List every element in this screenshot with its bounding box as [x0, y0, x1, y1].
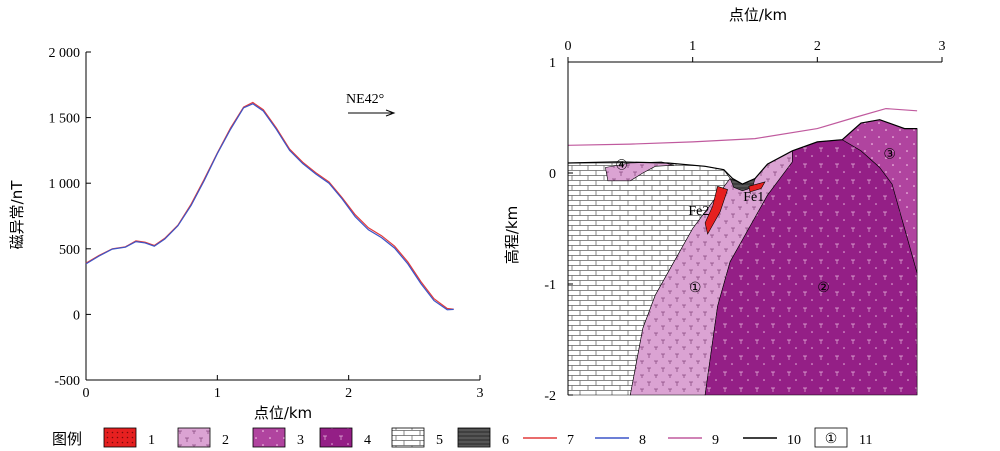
legend-number-10: 10: [787, 433, 801, 448]
legend-swatch-symbol: ①: [825, 432, 838, 447]
unit-4-label: ④: [615, 159, 628, 174]
right-x-tick-label: 0: [565, 39, 572, 54]
profile-line: [567, 107, 918, 146]
left-y-tick-label: 2 000: [49, 46, 81, 61]
left-x-tick-label: 2: [345, 386, 352, 401]
left-series: [85, 101, 454, 311]
legend-number-5: 5: [436, 433, 443, 448]
right-axes: 0 1 2 310-1-2: [544, 39, 945, 404]
right-top-axis-label: 点位/km: [729, 6, 787, 24]
legend-number-4: 4: [364, 433, 371, 448]
direction-annotation: NE42°: [346, 92, 384, 107]
left-y-tick-label: 500: [59, 243, 80, 258]
left-x-axis-label: 点位/km: [254, 404, 312, 422]
series-line-7: [85, 101, 454, 310]
unit-labels: ④ ① ② ③ Fe1 Fe2: [615, 148, 896, 296]
legend-number-3: 3: [297, 433, 304, 448]
legend-swatch-1: [103, 427, 137, 448]
legend-number-8: 8: [639, 433, 646, 448]
right-x-tick-label: 3: [939, 39, 946, 54]
orebody-fe1: [748, 181, 766, 193]
legend-swatch-2: [177, 427, 211, 448]
legend-swatch-4: [319, 427, 353, 448]
left-y-tick-label: 1 000: [49, 177, 81, 192]
right-y-tick-label: -1: [544, 278, 556, 293]
topography-line: [567, 119, 918, 185]
left-y-tick-label: -500: [54, 374, 80, 389]
legend-number-1: 1: [148, 433, 155, 448]
legend-number-7: 7: [567, 433, 574, 448]
unit-2-label: ②: [817, 281, 830, 296]
direction-arrow-icon: [348, 109, 396, 117]
legend-swatch-3: [252, 427, 286, 448]
left-y-tick-label: 1 500: [49, 112, 81, 127]
right-y-axis-label: 高程/km: [503, 206, 521, 264]
series-line-8: [85, 103, 454, 311]
legend-number-6: 6: [502, 433, 509, 448]
dark-purple-unit: [704, 139, 918, 396]
section-lines: [567, 107, 918, 185]
legend-swatch-6: [457, 427, 491, 448]
orebody-fe2: [704, 185, 728, 235]
legend-number-9: 9: [712, 433, 719, 448]
legend-number-11: 11: [859, 433, 872, 448]
left-y-axis-label: 磁异常/nT: [8, 180, 26, 250]
right-y-tick-label: 0: [549, 167, 556, 182]
right-x-tick-label: 1: [689, 39, 696, 54]
fe2-label: Fe2: [688, 204, 709, 219]
left-x-tick-label: 0: [83, 386, 90, 401]
fe1-label: Fe1: [743, 190, 764, 205]
legend-title: 图例: [52, 430, 82, 448]
legend-swatch-5: [391, 427, 425, 448]
left-x-tick-label: 1: [214, 386, 221, 401]
legend-swatch-11: [814, 427, 848, 448]
geologic-units: [567, 119, 918, 396]
right-y-tick-label: 1: [549, 56, 556, 71]
right-x-tick-label: 2: [814, 39, 821, 54]
legend: 图例 1 2 3 4 5 6 7 8 9 10 ① 11: [52, 427, 872, 448]
unit-1-label: ①: [689, 281, 702, 296]
left-x-tick-label: 3: [477, 386, 484, 401]
left-y-tick-label: 0: [73, 308, 80, 323]
legend-number-2: 2: [222, 433, 229, 448]
right-y-tick-label: -2: [544, 389, 556, 404]
unit-3-label: ③: [883, 148, 896, 163]
